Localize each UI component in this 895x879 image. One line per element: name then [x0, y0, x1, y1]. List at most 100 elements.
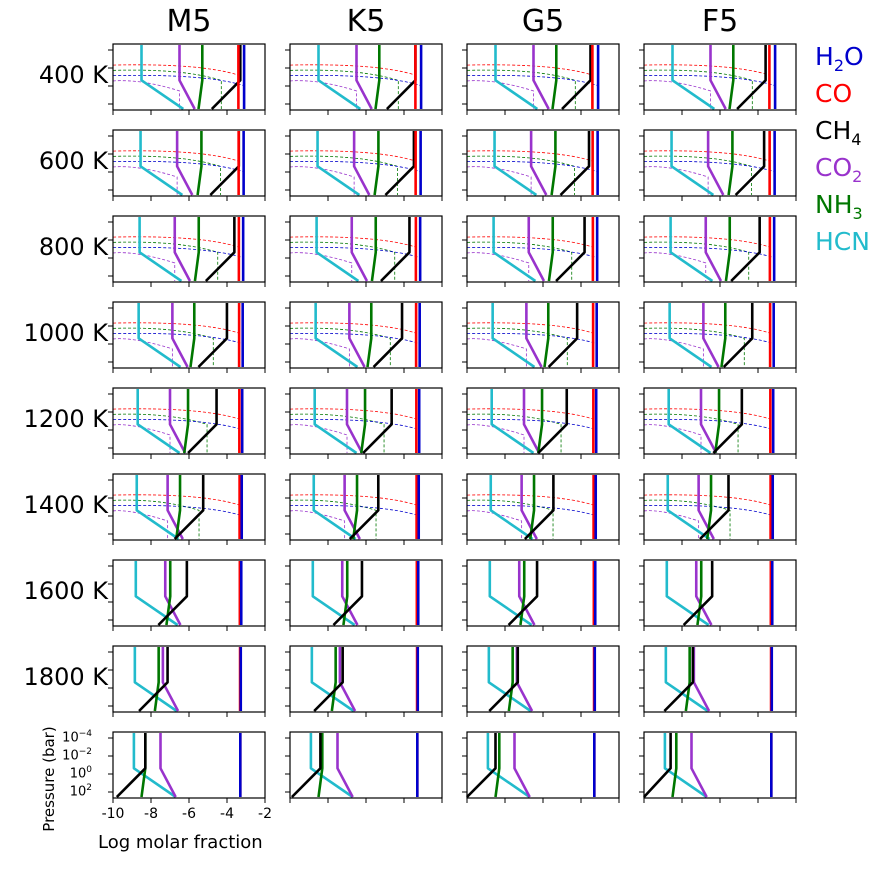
disequilibrium-curve-h2o: [643, 160, 776, 195]
disequilibrium-curve-co2: [643, 252, 707, 281]
equilibrium-profile-co2: [532, 45, 550, 110]
equilibrium-profile-hcn: [133, 647, 178, 713]
equilibrium-profile-co2: [515, 647, 534, 712]
disequilibrium-curve-co2: [466, 80, 534, 109]
disequilibrium-curve-co: [466, 236, 594, 281]
equilibrium-profile-nh3: [193, 217, 201, 282]
equilibrium-profile-co2: [350, 217, 369, 282]
row-label-1600k: 1600 K: [23, 577, 108, 605]
equilibrium-profile-hcn: [315, 217, 360, 283]
disequilibrium-curve-co2: [466, 510, 523, 539]
equilibrium-profile-ch4: [313, 647, 344, 712]
equilibrium-profile-ch4: [488, 647, 520, 712]
equilibrium-profile-nh3: [547, 217, 555, 282]
equilibrium-profile-hcn: [312, 475, 357, 541]
equilibrium-profile-nh3: [374, 45, 381, 110]
disequilibrium-curve-nh3: [289, 155, 398, 195]
equilibrium-profile-nh3: [197, 45, 204, 110]
disequilibrium-curve-nh3: [643, 69, 753, 109]
equilibrium-profile-ch4: [209, 131, 241, 196]
legend-h2o: H2O: [815, 42, 864, 75]
equilibrium-profile-co2: [173, 217, 192, 282]
disequilibrium-curve-h2o: [289, 160, 422, 195]
equilibrium-profile-co2: [529, 131, 548, 196]
disequilibrium-curve-h2o: [466, 74, 599, 109]
equilibrium-profile-hcn: [494, 45, 539, 111]
disequilibrium-curve-co: [643, 150, 771, 195]
equilibrium-profile-hcn: [311, 561, 356, 627]
disequilibrium-curve-nh3: [466, 155, 575, 195]
equilibrium-profile-hcn: [313, 389, 358, 455]
equilibrium-profile-ch4: [362, 389, 393, 454]
equilibrium-profile-ch4: [173, 475, 205, 540]
equilibrium-profile-co2: [175, 131, 194, 196]
disequilibrium-curve-h2o: [289, 246, 421, 281]
x-tick-label: -10: [101, 806, 125, 822]
equilibrium-profile-nh3: [507, 647, 514, 712]
disequilibrium-curve-co: [112, 64, 239, 109]
x-tick-label: -6: [182, 806, 196, 822]
equilibrium-profile-ch4: [722, 303, 754, 368]
equilibrium-profile-nh3: [196, 131, 203, 196]
disequilibrium-curve-co2: [643, 510, 700, 539]
equilibrium-profile-ch4: [204, 217, 236, 282]
equilibrium-profile-nh3: [528, 475, 536, 540]
equilibrium-profile-co2: [522, 389, 541, 454]
equilibrium-profile-nh3: [724, 217, 732, 282]
disequilibrium-curve-co2: [112, 252, 176, 281]
x-tick-label: -4: [220, 806, 234, 822]
disequilibrium-curve-co2: [466, 424, 525, 453]
disequilibrium-curve-co2: [112, 424, 171, 453]
equilibrium-profile-ch4: [559, 131, 591, 196]
equilibrium-profile-nh3: [359, 389, 367, 454]
disequilibrium-curve-co: [289, 64, 416, 109]
equilibrium-profile-hcn: [671, 45, 716, 111]
equilibrium-profile-co2: [178, 45, 196, 110]
disequilibrium-curve-nh3: [289, 327, 391, 367]
disequilibrium-curve-co: [112, 236, 240, 281]
equilibrium-profile-co2: [694, 561, 713, 626]
equilibrium-profile-nh3: [153, 647, 160, 712]
equilibrium-profile-hcn: [132, 733, 177, 799]
disequilibrium-curve-co2: [643, 424, 702, 453]
x-tick-label: -8: [144, 806, 158, 822]
equilibrium-profile-hcn: [140, 45, 185, 111]
equilibrium-profile-hcn: [493, 131, 538, 197]
disequilibrium-curve-co2: [289, 424, 348, 453]
column-title-k5: K5: [346, 4, 386, 39]
disequilibrium-curve-nh3: [289, 499, 377, 539]
row-label-1000k: 1000 K: [23, 319, 108, 347]
equilibrium-profile-hcn: [309, 733, 354, 799]
panel-frame: [643, 731, 797, 799]
equilibrium-profile-co2: [171, 303, 189, 368]
equilibrium-profile-hcn: [138, 217, 183, 283]
equilibrium-profile-ch4: [663, 647, 695, 712]
disequilibrium-curve-co: [643, 236, 771, 281]
disequilibrium-curve-co2: [289, 80, 357, 109]
x-axis-label: Log molar fraction: [98, 832, 263, 853]
x-tick-label: -2: [258, 806, 272, 822]
disequilibrium-curve-h2o: [643, 74, 776, 109]
equilibrium-profile-nh3: [713, 389, 721, 454]
equilibrium-profile-hcn: [486, 733, 531, 799]
equilibrium-profile-hcn: [663, 733, 708, 799]
disequilibrium-curve-co2: [289, 338, 350, 367]
disequilibrium-curve-co2: [112, 338, 173, 367]
disequilibrium-curve-co: [112, 494, 240, 539]
equilibrium-profile-co2: [159, 733, 177, 798]
equilibrium-profile-nh3: [684, 647, 691, 712]
equilibrium-profile-co2: [692, 647, 711, 712]
equilibrium-profile-co2: [702, 303, 720, 368]
equilibrium-profile-co2: [706, 131, 725, 196]
equilibrium-profile-co2: [699, 389, 718, 454]
equilibrium-profile-hcn: [664, 647, 709, 713]
disequilibrium-curve-co2: [289, 252, 353, 281]
column-title-f5: F5: [701, 4, 739, 39]
equilibrium-profile-hcn: [139, 131, 184, 197]
equilibrium-profile-hcn: [492, 217, 537, 283]
disequilibrium-curve-h2o: [466, 160, 599, 195]
disequilibrium-curve-co: [289, 150, 417, 195]
row-label-800k: 800 K: [38, 233, 108, 261]
equilibrium-profile-ch4: [385, 45, 417, 110]
